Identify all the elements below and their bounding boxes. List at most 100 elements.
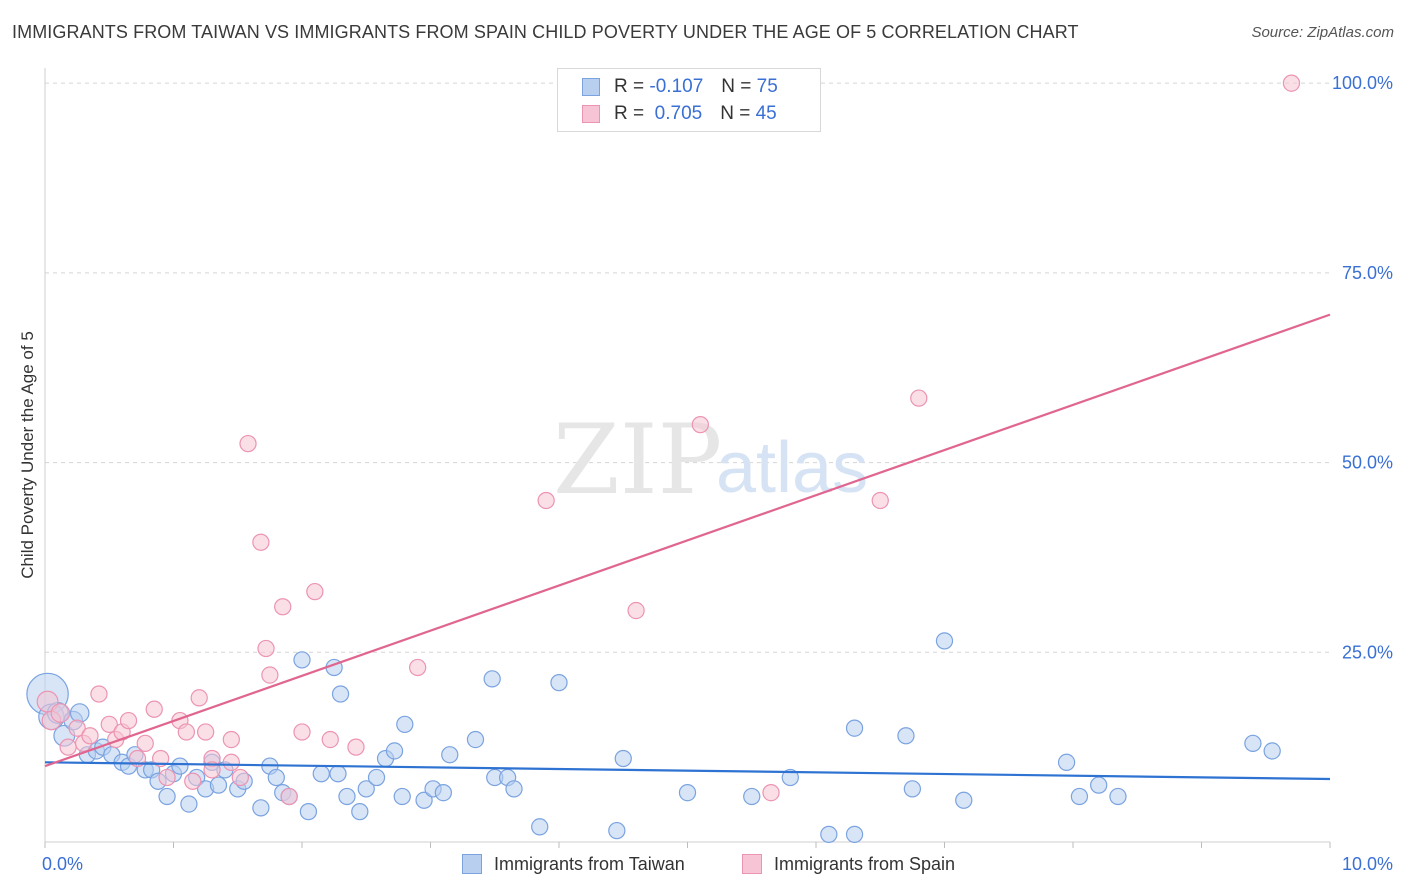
taiwan-point (415, 791, 433, 809)
spain-point (321, 730, 339, 749)
gridlines (45, 82, 1330, 653)
spain-point (274, 598, 292, 616)
x-tick-label: 10.0% (1342, 854, 1393, 874)
taiwan-point (897, 727, 915, 745)
spain-point (90, 685, 108, 703)
taiwan-point (845, 825, 864, 844)
taiwan-point (441, 746, 459, 764)
y-tick-label: 100.0% (1332, 73, 1393, 93)
spain-point (177, 723, 196, 741)
taiwan-point (1057, 753, 1076, 771)
taiwan-trend-line (44, 761, 1331, 781)
spain-point (261, 666, 279, 684)
taiwan-point (820, 825, 838, 844)
taiwan-point (367, 768, 386, 787)
bottom-legend-taiwan: Immigrants from Taiwan (462, 852, 685, 876)
taiwan-point (69, 703, 90, 723)
spain-point (537, 491, 555, 510)
spain-point (184, 772, 202, 790)
legend-r-value-taiwan: -0.107 (649, 76, 704, 97)
taiwan-point (293, 651, 311, 669)
spain-point (59, 738, 77, 756)
spain-point (190, 689, 208, 707)
taiwan-point (1263, 742, 1281, 760)
taiwan-point (299, 802, 318, 821)
taiwan-point (252, 799, 270, 817)
legend-swatch-spain (582, 105, 600, 123)
spain-point (762, 784, 780, 802)
taiwan-point (903, 780, 922, 798)
x-tick-label: 0.0% (42, 854, 83, 874)
taiwan-point (393, 787, 411, 806)
y-tick-label: 25.0% (1342, 642, 1393, 662)
taiwan-point (331, 685, 350, 703)
spain-point (871, 491, 889, 510)
spain-point (100, 715, 118, 734)
spain-point (81, 727, 99, 745)
taiwan-point (466, 730, 485, 749)
taiwan-point (329, 765, 347, 783)
taiwan-point (434, 784, 453, 802)
legend-row-spain: R = 0.705 N = 45 (582, 101, 777, 127)
spain-point (280, 787, 298, 806)
taiwan-point (180, 795, 198, 813)
bottom-legend-label-spain: Immigrants from Spain (774, 853, 956, 874)
spain-point (203, 761, 221, 779)
spain-point (196, 723, 215, 741)
taiwan-point (743, 787, 761, 806)
taiwan-point (267, 768, 285, 787)
spain-point (68, 719, 86, 737)
taiwan-point (781, 768, 799, 787)
y-axis-label: Child Poverty Under the Age of 5 (18, 331, 37, 579)
taiwan-point (396, 715, 414, 734)
taiwan-point (158, 787, 176, 806)
bottom-legend-swatch-taiwan (462, 854, 482, 874)
taiwan-point (678, 784, 697, 802)
legend-swatch-taiwan (582, 78, 600, 96)
legend-n-label: N = (721, 76, 752, 97)
taiwan-point (209, 776, 228, 794)
spain-point (239, 434, 257, 453)
correlation-legend: R = -0.107 N = 75 R = 0.705 N = 45 (557, 68, 821, 132)
chart-title: IMMIGRANTS FROM TAIWAN VS IMMIGRANTS FRO… (12, 22, 1079, 42)
spain-point (252, 533, 270, 551)
taiwan-point (955, 791, 973, 809)
spain-point (136, 734, 154, 753)
watermark: ZIP atlas (553, 404, 868, 516)
spain-point (293, 723, 311, 741)
series-taiwan-points (26, 632, 1281, 844)
legend-n-label: N = (720, 103, 751, 124)
y-tick-label: 50.0% (1342, 453, 1393, 473)
taiwan-point (935, 632, 954, 650)
spain-point (145, 700, 163, 718)
taiwan-point (1070, 787, 1089, 806)
taiwan-point (505, 780, 523, 798)
taiwan-point (1244, 734, 1262, 753)
taiwan-point (845, 719, 864, 737)
legend-r-value-spain: 0.705 (654, 103, 703, 124)
trend-lines (44, 313, 1331, 781)
legend-r-label: R = (614, 76, 645, 97)
bottom-legend-swatch-spain (742, 854, 762, 874)
spain-point (222, 730, 240, 749)
taiwan-point (531, 818, 549, 836)
spain-point (257, 639, 275, 658)
taiwan-point (171, 757, 189, 775)
spain-point (1282, 74, 1301, 92)
spain-point (627, 601, 645, 620)
legend-n-value-spain: 45 (755, 103, 777, 124)
taiwan-point (1090, 776, 1108, 794)
watermark-atlas: atlas (716, 428, 868, 508)
bottom-legend-label-taiwan: Immigrants from Taiwan (494, 853, 685, 874)
spain-point (50, 703, 71, 723)
spain-point (409, 658, 427, 677)
bottom-legend-spain: Immigrants from Spain (742, 852, 955, 876)
spain-point (119, 711, 138, 730)
taiwan-point (614, 749, 632, 768)
source-label: Source: ZipAtlas.com (1251, 24, 1394, 41)
spain-trend-line (44, 313, 1331, 768)
spain-point (910, 389, 928, 407)
spain-point (306, 582, 324, 601)
spain-point (158, 768, 176, 787)
